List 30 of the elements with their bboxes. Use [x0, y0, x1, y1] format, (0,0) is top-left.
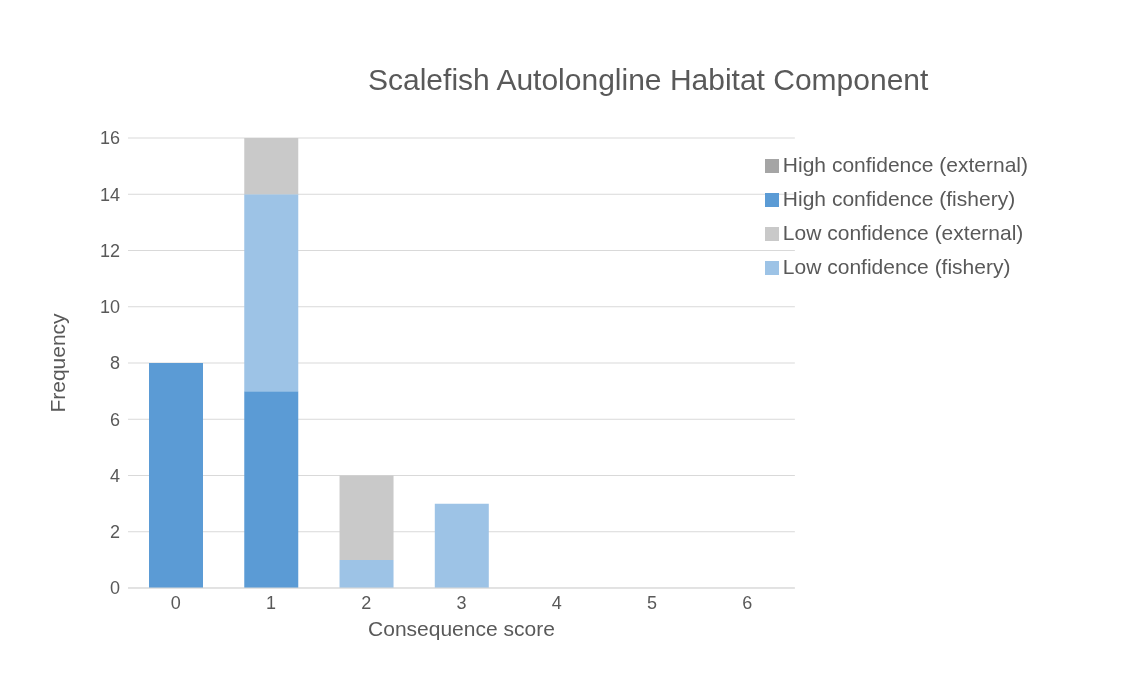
- legend-label: Low confidence (external): [782, 221, 1024, 244]
- y-tick-label: 4: [109, 465, 120, 486]
- y-axis-title: Frequency: [46, 312, 70, 413]
- legend-label: High confidence (external): [782, 153, 1028, 176]
- x-tick-label: 0: [170, 592, 181, 613]
- x-tick-label: 1: [265, 592, 276, 613]
- bar: [149, 363, 203, 588]
- bar: [339, 559, 394, 588]
- x-tick-label: 4: [551, 592, 562, 613]
- x-tick-label: 5: [646, 592, 657, 613]
- legend-label: Low confidence (fishery): [782, 255, 1011, 278]
- bar: [244, 138, 299, 195]
- legend-label: High confidence (fishery): [782, 187, 1016, 210]
- x-tick-label: 3: [456, 592, 467, 613]
- y-tick-label: 6: [109, 409, 120, 430]
- y-tick-label: 0: [109, 578, 120, 599]
- y-tick-label: 12: [99, 240, 120, 261]
- bar: [339, 475, 394, 560]
- y-tick-label: 8: [109, 353, 120, 374]
- bar: [244, 194, 299, 392]
- y-tick-label: 14: [99, 184, 120, 205]
- x-tick-label: 2: [361, 592, 372, 613]
- y-tick-label: 16: [99, 128, 120, 149]
- bar: [434, 503, 489, 588]
- x-tick-label: 6: [742, 592, 753, 613]
- chart-title: Scalefish Autolongline Habitat Component: [368, 63, 929, 97]
- y-tick-label: 2: [109, 522, 120, 543]
- bar: [244, 391, 299, 588]
- y-tick-label: 10: [99, 297, 120, 318]
- x-axis-title: Consequence score: [368, 617, 555, 640]
